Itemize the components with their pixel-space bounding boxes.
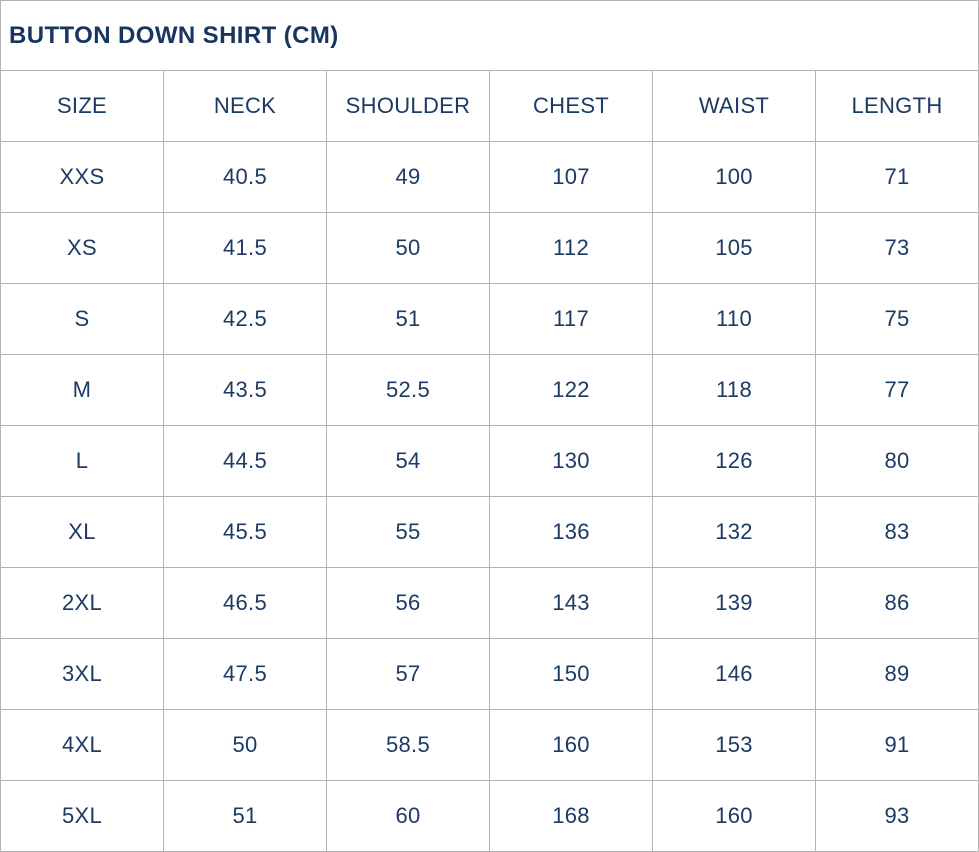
shoulder-cell: 56 — [326, 567, 490, 639]
title-row: BUTTON DOWN SHIRT (CM) — [0, 0, 979, 71]
table-row: XS 41.5 50 112 105 73 — [0, 212, 979, 284]
size-cell: M — [0, 354, 164, 426]
table-row: 3XL 47.5 57 150 146 89 — [0, 638, 979, 710]
size-cell: XL — [0, 496, 164, 568]
neck-cell: 51 — [163, 780, 327, 852]
shoulder-cell: 58.5 — [326, 709, 490, 781]
length-cell: 77 — [815, 354, 979, 426]
size-cell: 3XL — [0, 638, 164, 710]
size-cell: XS — [0, 212, 164, 284]
chest-cell: 117 — [489, 283, 653, 355]
chest-cell: 160 — [489, 709, 653, 781]
table-row: L 44.5 54 130 126 80 — [0, 425, 979, 497]
length-cell: 86 — [815, 567, 979, 639]
shoulder-cell: 49 — [326, 141, 490, 213]
length-cell: 89 — [815, 638, 979, 710]
waist-cell: 139 — [652, 567, 816, 639]
chest-cell: 130 — [489, 425, 653, 497]
table-row: M 43.5 52.5 122 118 77 — [0, 354, 979, 426]
neck-cell: 41.5 — [163, 212, 327, 284]
shoulder-cell: 50 — [326, 212, 490, 284]
column-header-size: SIZE — [0, 70, 164, 142]
chest-cell: 150 — [489, 638, 653, 710]
neck-cell: 42.5 — [163, 283, 327, 355]
shoulder-cell: 55 — [326, 496, 490, 568]
neck-cell: 44.5 — [163, 425, 327, 497]
chest-cell: 112 — [489, 212, 653, 284]
size-cell: 4XL — [0, 709, 164, 781]
length-cell: 73 — [815, 212, 979, 284]
length-cell: 75 — [815, 283, 979, 355]
waist-cell: 126 — [652, 425, 816, 497]
header-row: SIZE NECK SHOULDER CHEST WAIST LENGTH — [0, 70, 979, 142]
size-cell: XXS — [0, 141, 164, 213]
shoulder-cell: 60 — [326, 780, 490, 852]
size-cell: 5XL — [0, 780, 164, 852]
size-cell: S — [0, 283, 164, 355]
table-row: XL 45.5 55 136 132 83 — [0, 496, 979, 568]
length-cell: 80 — [815, 425, 979, 497]
neck-cell: 50 — [163, 709, 327, 781]
waist-cell: 110 — [652, 283, 816, 355]
neck-cell: 46.5 — [163, 567, 327, 639]
size-chart-body: XXS 40.5 49 107 100 71 XS 41.5 50 112 105 73 S 42.5 51… — [0, 141, 979, 852]
table-row: 2XL 46.5 56 143 139 86 — [0, 567, 979, 639]
column-header-length: LENGTH — [815, 70, 979, 142]
table-row: 4XL 50 58.5 160 153 91 — [0, 709, 979, 781]
table-row: S 42.5 51 117 110 75 — [0, 283, 979, 355]
chest-cell: 122 — [489, 354, 653, 426]
chest-cell: 107 — [489, 141, 653, 213]
column-header-shoulder: SHOULDER — [326, 70, 490, 142]
neck-cell: 40.5 — [163, 141, 327, 213]
shoulder-cell: 54 — [326, 425, 490, 497]
table-row: XXS 40.5 49 107 100 71 — [0, 141, 979, 213]
waist-cell: 118 — [652, 354, 816, 426]
column-header-neck: NECK — [163, 70, 327, 142]
waist-cell: 146 — [652, 638, 816, 710]
shoulder-cell: 51 — [326, 283, 490, 355]
neck-cell: 45.5 — [163, 496, 327, 568]
length-cell: 83 — [815, 496, 979, 568]
column-header-chest: CHEST — [489, 70, 653, 142]
column-header-waist: WAIST — [652, 70, 816, 142]
size-cell: 2XL — [0, 567, 164, 639]
waist-cell: 105 — [652, 212, 816, 284]
shoulder-cell: 57 — [326, 638, 490, 710]
shoulder-cell: 52.5 — [326, 354, 490, 426]
waist-cell: 153 — [652, 709, 816, 781]
size-chart-head: BUTTON DOWN SHIRT (CM) SIZE NECK SHOULDE… — [0, 0, 979, 142]
chest-cell: 136 — [489, 496, 653, 568]
length-cell: 93 — [815, 780, 979, 852]
length-cell: 71 — [815, 141, 979, 213]
length-cell: 91 — [815, 709, 979, 781]
size-cell: L — [0, 425, 164, 497]
chart-title: BUTTON DOWN SHIRT (CM) — [0, 0, 979, 71]
chest-cell: 143 — [489, 567, 653, 639]
waist-cell: 132 — [652, 496, 816, 568]
waist-cell: 100 — [652, 141, 816, 213]
neck-cell: 47.5 — [163, 638, 327, 710]
neck-cell: 43.5 — [163, 354, 327, 426]
